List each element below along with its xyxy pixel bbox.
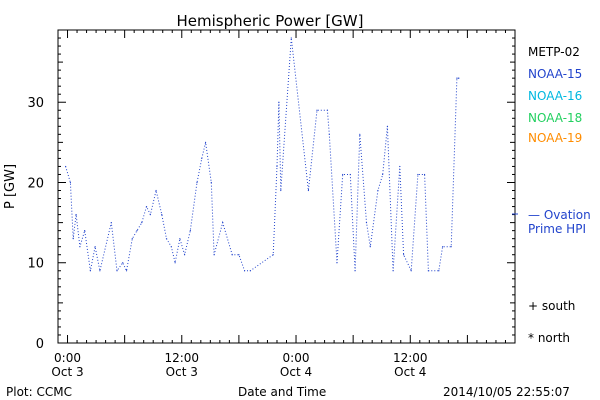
- legend-noaa-15: NOAA-15: [528, 67, 583, 81]
- legend-south-marker: + south: [528, 299, 576, 313]
- data-point: [145, 205, 148, 208]
- data-point: [438, 270, 440, 272]
- data-point: [79, 246, 81, 248]
- legend-noaa-18: NOAA-18: [528, 111, 583, 125]
- data-point: [369, 246, 371, 248]
- x-tick-date-label: Oct 4: [280, 365, 312, 379]
- data-point: [165, 238, 168, 240]
- data-point: [94, 246, 96, 248]
- data-point: [141, 222, 143, 224]
- data-point: [278, 101, 280, 103]
- data-point: [349, 173, 351, 176]
- data-point: [210, 181, 212, 184]
- data-point: [336, 262, 338, 264]
- data-point: [204, 141, 207, 143]
- data-point: [377, 189, 379, 192]
- data-point: [72, 238, 74, 240]
- data-point: [155, 189, 157, 192]
- x-tick-date-label: Oct 3: [166, 365, 198, 379]
- data-point: [276, 165, 278, 168]
- legend-metp-02: METP-02: [528, 45, 580, 59]
- data-point: [222, 222, 224, 224]
- data-point: [122, 262, 124, 264]
- data-point: [99, 270, 101, 272]
- data-point: [417, 173, 419, 176]
- data-point: [69, 181, 71, 184]
- data-point: [201, 157, 203, 160]
- data-point: [249, 270, 251, 272]
- data-point: [179, 238, 181, 240]
- footer-credit: Plot: CCMC: [6, 385, 72, 399]
- y-tick-label: 10: [27, 257, 44, 272]
- data-point: [116, 270, 118, 272]
- footer-timestamp: 2014/10/05 22:55:07: [443, 385, 570, 399]
- data-point: [75, 213, 77, 216]
- data-point: [365, 222, 368, 224]
- data-point: [231, 254, 233, 256]
- data-point: [161, 213, 163, 216]
- legend-noaa-16: NOAA-16: [528, 89, 583, 103]
- x-tick-time-label: 12:00: [164, 351, 199, 365]
- data-point: [354, 270, 356, 272]
- x-tick-date-label: Oct 4: [394, 365, 426, 379]
- data-point: [290, 37, 292, 39]
- data-point: [89, 270, 91, 272]
- data-point: [392, 270, 394, 272]
- data-point: [184, 254, 186, 256]
- data-point: [382, 173, 384, 176]
- data-point: [458, 77, 460, 79]
- y-axis-label: P [GW]: [3, 164, 18, 209]
- data-point: [342, 173, 344, 176]
- data-point: [174, 262, 176, 264]
- series-line: [65, 37, 459, 273]
- legend-north-marker: * north: [528, 331, 571, 345]
- data-point: [316, 109, 318, 111]
- data-point: [427, 270, 429, 272]
- data-point: [125, 270, 128, 272]
- data-point: [386, 125, 389, 127]
- y-tick-label: 20: [27, 176, 44, 191]
- data-point: [189, 230, 191, 232]
- data-point: [442, 246, 444, 248]
- x-tick-time-label: 0:00: [54, 351, 81, 365]
- data-point: [238, 254, 240, 256]
- data-point: [136, 230, 138, 232]
- data-point: [456, 77, 458, 79]
- data-point: [149, 213, 151, 216]
- data-point: [272, 254, 274, 256]
- x-axis-label: Date and Time: [238, 385, 327, 399]
- data-point: [84, 230, 86, 232]
- data-point: [326, 109, 329, 111]
- data-point: [170, 246, 172, 248]
- plot-frame: [57, 29, 516, 344]
- x-tick-time-label: 0:00: [283, 351, 310, 365]
- legend-model-line1: — Ovation: [528, 208, 591, 222]
- legend-model-line2: Prime HPI: [528, 222, 586, 236]
- data-point: [328, 133, 330, 135]
- data-point: [359, 133, 361, 135]
- data-point: [213, 254, 215, 256]
- data-point: [110, 222, 112, 224]
- data-point: [307, 189, 309, 192]
- data-point: [131, 238, 133, 240]
- data-point: [410, 270, 412, 272]
- data-point: [280, 189, 282, 192]
- chart-title: Hemispheric Power [GW]: [176, 12, 364, 30]
- data-point: [65, 165, 67, 168]
- data-point: [450, 246, 452, 248]
- x-tick-time-label: 12:00: [393, 351, 428, 365]
- legend-noaa-19: NOAA-19: [528, 131, 583, 145]
- data-point: [399, 165, 401, 168]
- x-tick-date-label: Oct 3: [51, 365, 83, 379]
- data-point: [423, 173, 426, 176]
- data-point: [403, 254, 405, 256]
- y-tick-label: 0: [36, 337, 44, 352]
- data-point: [244, 270, 246, 272]
- data-point: [196, 181, 198, 184]
- y-tick-label: 30: [27, 96, 44, 111]
